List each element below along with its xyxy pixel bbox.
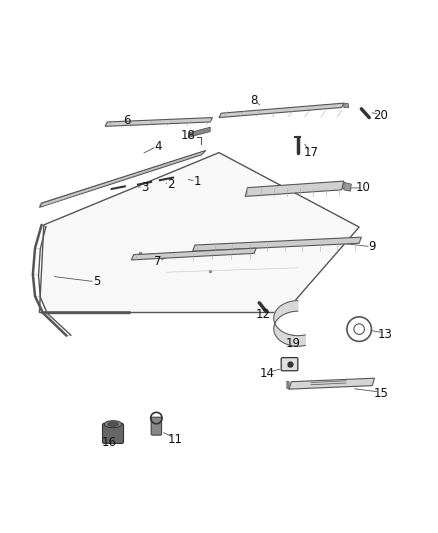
- Polygon shape: [245, 181, 344, 197]
- Polygon shape: [193, 237, 361, 251]
- Polygon shape: [344, 103, 349, 108]
- FancyBboxPatch shape: [281, 358, 298, 371]
- Text: 7: 7: [154, 255, 162, 268]
- Polygon shape: [289, 378, 374, 389]
- Text: 12: 12: [255, 308, 270, 321]
- Polygon shape: [188, 127, 210, 138]
- Ellipse shape: [104, 421, 122, 427]
- Text: 16: 16: [102, 436, 117, 449]
- Text: 14: 14: [260, 367, 275, 381]
- Text: 10: 10: [356, 181, 371, 194]
- FancyBboxPatch shape: [151, 417, 162, 435]
- Text: 19: 19: [286, 337, 301, 350]
- Text: 18: 18: [181, 128, 196, 142]
- Text: 20: 20: [374, 109, 389, 122]
- Polygon shape: [274, 301, 305, 346]
- Polygon shape: [219, 103, 344, 118]
- Text: 6: 6: [123, 114, 131, 127]
- Polygon shape: [39, 150, 206, 207]
- Text: 8: 8: [251, 94, 258, 107]
- Polygon shape: [287, 381, 289, 389]
- Text: 1: 1: [193, 175, 201, 188]
- Polygon shape: [131, 248, 256, 260]
- Text: 3: 3: [141, 181, 148, 194]
- Text: 13: 13: [378, 328, 393, 341]
- Polygon shape: [344, 182, 351, 191]
- Polygon shape: [105, 118, 212, 126]
- FancyBboxPatch shape: [102, 423, 124, 443]
- Text: 9: 9: [368, 240, 376, 253]
- Ellipse shape: [108, 422, 118, 426]
- Polygon shape: [39, 152, 359, 312]
- Text: 2: 2: [167, 177, 175, 191]
- Text: 5: 5: [93, 276, 100, 288]
- Text: 15: 15: [374, 387, 389, 400]
- Text: 11: 11: [168, 433, 183, 446]
- Text: 4: 4: [154, 140, 162, 152]
- Text: 17: 17: [304, 146, 318, 159]
